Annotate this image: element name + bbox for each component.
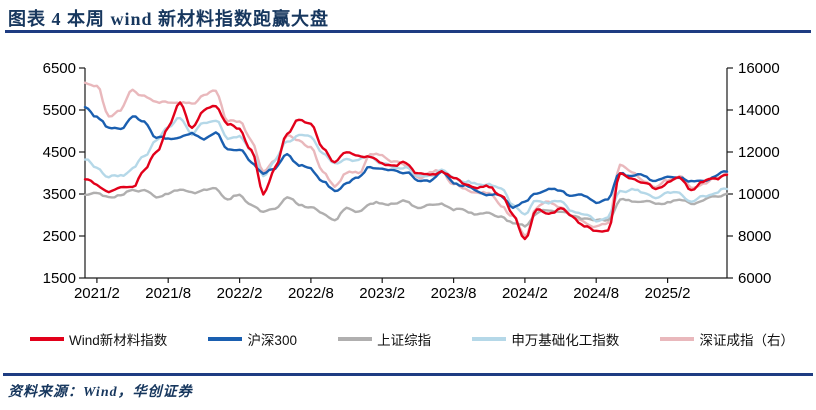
svg-text:3500: 3500 xyxy=(43,186,76,203)
svg-text:16000: 16000 xyxy=(738,60,780,77)
legend-label: 深证成指（右） xyxy=(699,333,794,348)
chart-area: 6500 5500 4500 3500 2500 1500 16000 14000 12000 1… xyxy=(0,38,816,310)
svg-text:2021/8: 2021/8 xyxy=(145,285,191,302)
legend-line-swatch xyxy=(208,337,243,341)
title-divider xyxy=(5,30,811,33)
svg-text:6000: 6000 xyxy=(738,270,771,287)
svg-text:2025/2: 2025/2 xyxy=(645,285,691,302)
chart-legend: Wind新材料指数 沪深300 上证综指 申万基础化工指数 深证成指（右） xyxy=(0,326,816,352)
legend-label: 沪深300 xyxy=(247,333,297,348)
svg-text:5500: 5500 xyxy=(43,102,76,119)
svg-text:2024/2: 2024/2 xyxy=(502,285,548,302)
svg-text:2500: 2500 xyxy=(43,228,76,245)
svg-text:2024/8: 2024/8 xyxy=(573,285,619,302)
figure-title: 图表 4 本周 wind 新材料指数跑赢大盘 xyxy=(8,9,330,29)
chart-canvas: 6500 5500 4500 3500 2500 1500 16000 14000 12000 1… xyxy=(43,60,780,302)
legend-line-swatch xyxy=(30,337,64,341)
legend-item: Wind新材料指数 xyxy=(30,329,167,349)
legend-label: 申万基础化工指数 xyxy=(511,333,620,348)
svg-text:8000: 8000 xyxy=(738,228,771,245)
svg-text:2021/2: 2021/2 xyxy=(74,285,120,302)
footer-divider xyxy=(3,373,813,376)
legend-item: 沪深300 xyxy=(208,329,297,349)
svg-text:12000: 12000 xyxy=(738,144,780,161)
svg-text:2022/2: 2022/2 xyxy=(217,285,263,302)
legend-item: 申万基础化工指数 xyxy=(472,329,619,349)
legend-item: 深证成指（右） xyxy=(660,329,794,349)
legend-line-swatch xyxy=(472,337,507,341)
svg-text:6500: 6500 xyxy=(43,60,76,77)
legend-label: 上证综指 xyxy=(377,333,432,348)
svg-text:10000: 10000 xyxy=(738,186,780,203)
legend-line-swatch xyxy=(338,337,373,341)
svg-text:14000: 14000 xyxy=(738,102,780,119)
svg-text:2023/2: 2023/2 xyxy=(359,285,405,302)
legend-line-swatch xyxy=(660,337,695,341)
svg-text:4500: 4500 xyxy=(43,144,76,161)
svg-text:2022/8: 2022/8 xyxy=(288,285,334,302)
legend-label: Wind新材料指数 xyxy=(69,333,168,348)
svg-text:1500: 1500 xyxy=(43,270,76,287)
legend-item: 上证综指 xyxy=(338,329,431,349)
svg-text:2023/8: 2023/8 xyxy=(431,285,477,302)
source-note: 资料来源：Wind，华创证券 xyxy=(8,385,193,400)
